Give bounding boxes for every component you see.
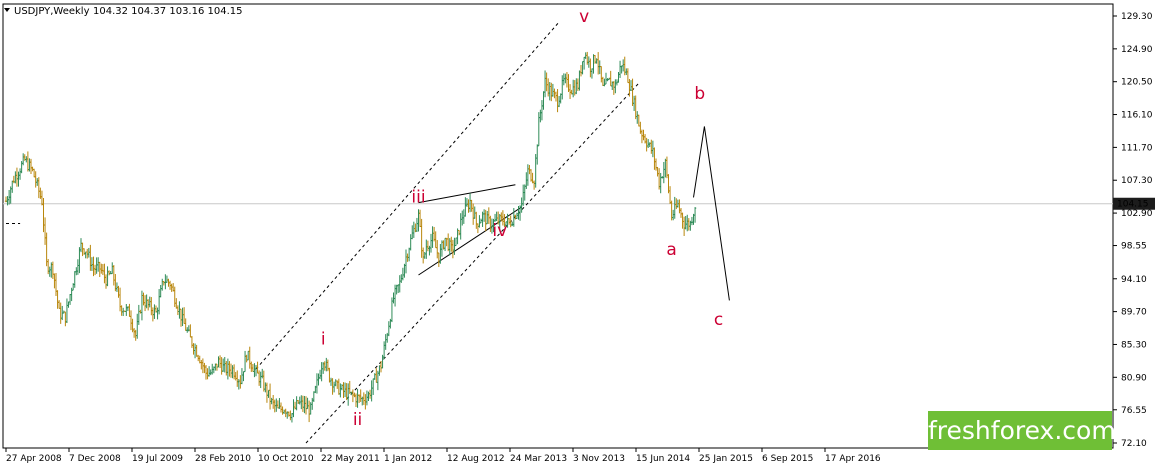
- watermark: freshforex.com: [928, 416, 1116, 445]
- wave-label: c: [714, 310, 723, 330]
- y-tick-label: 72.10: [1121, 439, 1147, 449]
- time-axis: 27 Apr 2008 7 Dec 2008 19 Jul 2009 28 Feb 2…: [5, 448, 881, 464]
- x-tick-label: 28 Feb 2010: [195, 454, 251, 464]
- x-tick-label: 6 Sep 2015: [762, 454, 813, 464]
- chart-frame: [2, 3, 1114, 449]
- channel-lower-line: [305, 82, 640, 444]
- triangle-down-icon[interactable]: [4, 8, 10, 12]
- y-tick-label: 98.55: [1121, 242, 1147, 252]
- chart-header: USDJPY,Weekly 104.32 104.37 103.16 104.1…: [4, 6, 243, 17]
- x-tick-label: 1 Jan 2012: [384, 454, 432, 464]
- wave-label: i: [321, 329, 326, 349]
- plot-border: [2, 3, 1114, 449]
- x-tick-label: 10 Oct 2010: [258, 454, 314, 464]
- y-tick-label: 76.55: [1121, 406, 1147, 416]
- price-badge-label: 104.15: [1117, 200, 1149, 210]
- price-badge: [1113, 197, 1155, 210]
- y-tick-label: 116.10: [1121, 111, 1153, 121]
- y-tick-label: 107.30: [1121, 176, 1153, 186]
- x-tick-label: 24 Mar 2013: [510, 454, 567, 464]
- wave-label: b: [694, 84, 705, 104]
- x-tick-label: 17 Apr 2016: [825, 454, 881, 464]
- wave-label: iv: [492, 221, 507, 241]
- x-tick-label: 22 May 2011: [321, 454, 380, 464]
- y-tick-label: 85.30: [1121, 340, 1147, 350]
- wave-label: a: [666, 240, 676, 260]
- wave-projection-line: [693, 126, 730, 301]
- wave-label: iii: [411, 188, 425, 208]
- y-tick-label: 129.30: [1121, 12, 1153, 22]
- current-price-line: 104.15: [3, 197, 1155, 210]
- triangle-upper-line: [418, 184, 516, 204]
- wave-label: ii: [353, 410, 362, 430]
- wave-label: v: [579, 7, 589, 27]
- x-tick-label: 12 Aug 2012: [447, 454, 505, 464]
- analysis-lines: [6, 21, 730, 444]
- y-tick-label: 120.50: [1121, 78, 1153, 88]
- x-tick-label: 27 Apr 2008: [6, 454, 62, 464]
- ohlc-values: 104.32 104.37 103.16 104.15: [93, 6, 243, 17]
- price-axis: 129.30 124.90 120.50 116.10 111.70 107.30 102.…: [1113, 12, 1153, 449]
- x-tick-label: 15 Jun 2014: [636, 454, 690, 464]
- y-tick-label: 80.90: [1121, 373, 1147, 383]
- y-tick-label: 124.90: [1121, 45, 1153, 55]
- candles: [4, 51, 697, 423]
- x-tick-label: 3 Nov 2013: [573, 454, 625, 464]
- y-tick-label: 102.90: [1121, 209, 1153, 219]
- y-tick-label: 111.70: [1121, 143, 1153, 153]
- channel-upper-line: [255, 21, 560, 370]
- watermark-background: [928, 411, 1112, 450]
- symbol-label: USDJPY,Weekly: [14, 6, 90, 17]
- y-tick-label: 89.70: [1121, 308, 1147, 318]
- x-tick-label: 25 Jan 2015: [699, 454, 753, 464]
- x-tick-label: 7 Dec 2008: [69, 454, 121, 464]
- x-tick-label: 19 Jul 2009: [132, 454, 183, 464]
- y-tick-label: 94.10: [1121, 275, 1147, 285]
